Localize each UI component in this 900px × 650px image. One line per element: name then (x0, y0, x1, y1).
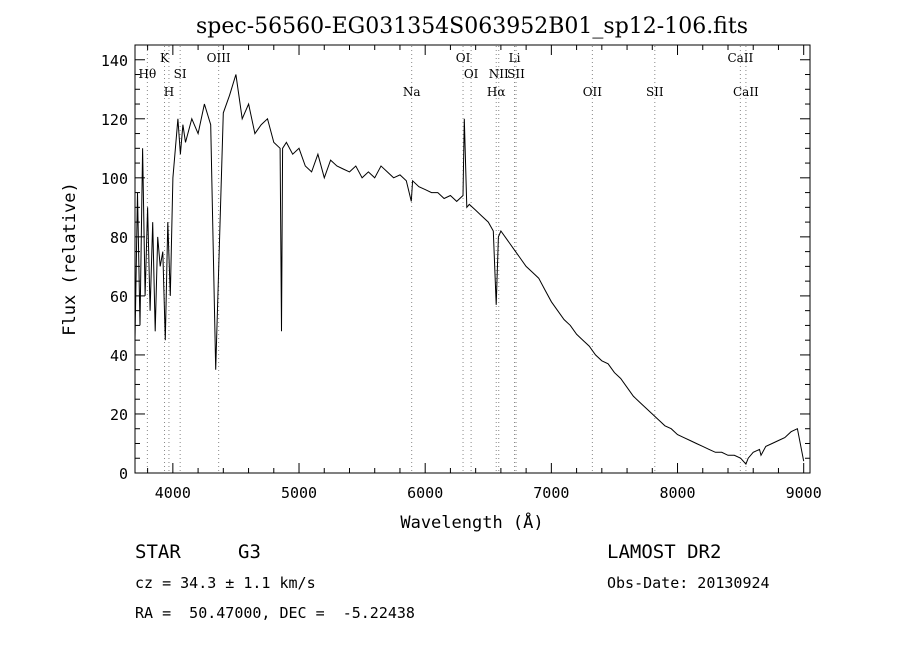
y-tick-label: 60 (110, 288, 128, 306)
plot-frame (134, 44, 811, 474)
line-label: H (164, 85, 174, 99)
y-tick-label: 100 (101, 170, 128, 188)
x-tick-label: 9000 (786, 484, 822, 502)
spectral-subclass: G3 (238, 541, 261, 563)
x-tick-label: 4000 (155, 484, 191, 502)
radial-velocity: cz = 34.3 ± 1.1 km/s (135, 574, 316, 592)
y-tick-label: 0 (119, 465, 128, 483)
line-label: CaII (733, 85, 759, 99)
x-tick-label: 8000 (659, 484, 695, 502)
y-tick-label: 20 (110, 406, 128, 424)
y-axis-ticks: 0 20 40 60 80 100 120 140 (101, 52, 810, 483)
line-label: SII (646, 85, 664, 99)
chart-title: spec-56560-EG031354S063952B01_sp12-106.f… (196, 14, 748, 39)
spectral-line-markers (146, 46, 747, 472)
line-label: Hθ (139, 67, 157, 81)
line-label: K (160, 51, 170, 65)
coordinates: RA = 50.47000, DEC = -5.22438 (135, 604, 415, 622)
line-label: CaII (727, 51, 753, 65)
line-label: SII (507, 67, 525, 81)
x-tick-label: 7000 (533, 484, 569, 502)
object-type: STAR (135, 541, 181, 563)
line-label: Li (509, 51, 521, 65)
line-label: OII (583, 85, 603, 99)
line-label: Na (403, 85, 421, 99)
y-tick-label: 120 (101, 111, 128, 129)
spectrum-series-line (134, 74, 805, 466)
x-tick-label: 6000 (407, 484, 443, 502)
y-tick-label: 80 (110, 229, 128, 247)
y-tick-label: 140 (101, 52, 128, 70)
line-label: OIII (207, 51, 231, 65)
line-label: NII (489, 67, 509, 81)
observation-date: Obs-Date: 20130924 (607, 574, 770, 592)
line-label: OI (456, 51, 471, 65)
x-axis-ticks: 4000 5000 6000 7000 8000 9000 (147, 45, 822, 502)
y-axis-label: Flux (relative) (60, 182, 80, 336)
x-tick-label: 5000 (281, 484, 317, 502)
line-label: SI (174, 67, 187, 81)
y-tick-label: 40 (110, 347, 128, 365)
survey-name: LAMOST DR2 (607, 541, 722, 563)
line-label: Hα (487, 85, 506, 99)
line-label: OI (464, 67, 479, 81)
x-axis-label: Wavelength (Å) (400, 511, 543, 533)
